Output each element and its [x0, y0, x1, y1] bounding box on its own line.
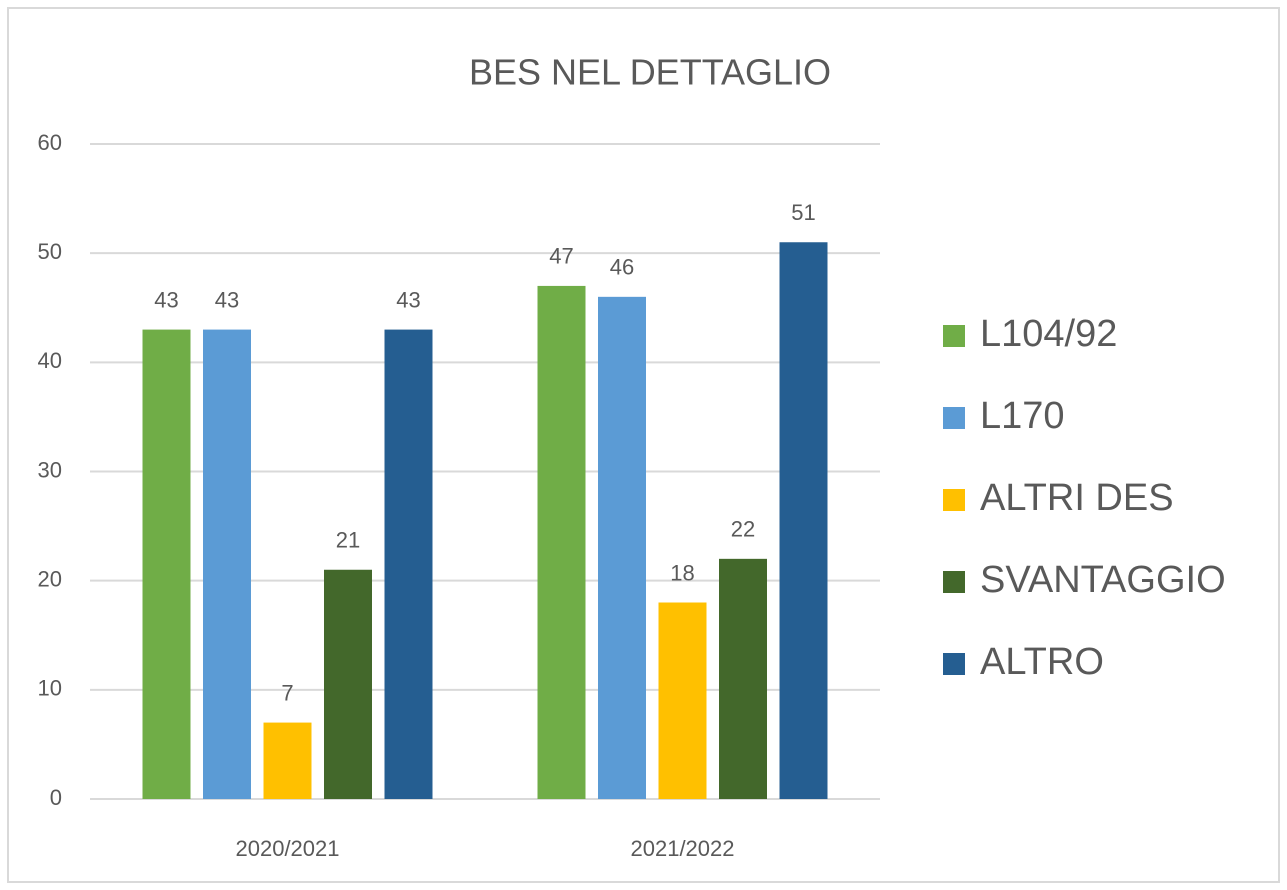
data-label: 47 [549, 244, 573, 269]
x-tick-label: 2020/2021 [236, 836, 340, 861]
legend-swatch [943, 653, 965, 675]
x-tick-label: 2021/2022 [631, 836, 735, 861]
bar [142, 329, 191, 799]
data-label: 51 [791, 200, 815, 225]
legend-label: ALTRO [980, 641, 1104, 683]
data-label: 46 [610, 255, 634, 280]
bar [658, 602, 707, 799]
data-label: 43 [215, 287, 239, 312]
y-tick-label: 40 [38, 348, 62, 373]
bar [537, 285, 586, 800]
bar [598, 296, 646, 799]
data-label: 18 [670, 560, 694, 585]
legend-swatch [943, 407, 965, 429]
legend-swatch [943, 325, 965, 347]
y-tick-label: 10 [38, 676, 62, 701]
bar [719, 558, 767, 799]
data-label: 43 [396, 287, 420, 312]
bar [779, 242, 828, 799]
legend-label: L104/92 [980, 313, 1117, 355]
legend-swatch [943, 489, 965, 511]
bar [203, 329, 251, 799]
y-tick-label: 60 [38, 130, 62, 155]
legend-swatch [943, 571, 965, 593]
data-label: 7 [281, 680, 293, 705]
bar [324, 569, 372, 799]
chart-title: BES NEL DETTAGLIO [469, 52, 831, 93]
data-label: 21 [336, 528, 360, 553]
data-label: 22 [731, 517, 755, 542]
y-tick-label: 20 [38, 566, 62, 591]
legend-label: ALTRI DES [980, 477, 1174, 519]
y-tick-label: 30 [38, 457, 62, 482]
legend-label: L170 [980, 395, 1065, 437]
bar [263, 722, 312, 799]
data-label: 43 [154, 287, 178, 312]
y-tick-label: 0 [50, 785, 62, 810]
y-tick-label: 50 [38, 239, 62, 264]
bar [384, 329, 433, 799]
legend-label: SVANTAGGIO [980, 559, 1226, 601]
